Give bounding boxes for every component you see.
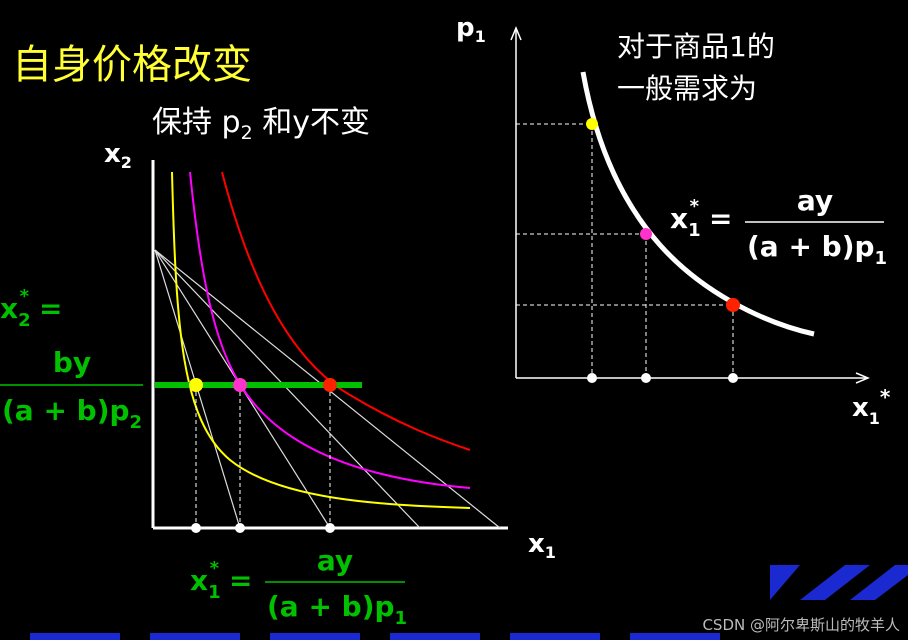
- label-base: x: [104, 139, 121, 169]
- f-den: (a + b)p: [747, 230, 875, 263]
- formula-numerator: ay: [797, 184, 833, 217]
- formula-denominator: (a + b)p1: [747, 230, 887, 269]
- f-eq: =: [709, 202, 732, 235]
- watermark: CSDN @阿尔卑斯山的牧羊人: [702, 616, 900, 634]
- f-sup: *: [210, 558, 220, 579]
- f-base: x: [190, 564, 208, 597]
- f-den-sub: 1: [395, 608, 408, 629]
- f-sub: 2: [18, 310, 31, 331]
- subtitle: 保持 p2 和y不变: [152, 105, 370, 144]
- formula-lhs: x1 * =: [190, 558, 252, 603]
- indifference-curve: [171, 171, 471, 509]
- arrow: [510, 26, 522, 41]
- formula-lhs: x2 * =: [0, 286, 62, 331]
- formula-denominator: (a + b)p1: [267, 590, 407, 629]
- f-base: x: [670, 202, 688, 235]
- f-den: (a + b)p: [2, 394, 130, 427]
- f-sup: *: [20, 286, 30, 307]
- label-base: x: [528, 529, 545, 559]
- title: 自身价格改变: [12, 42, 252, 88]
- subtitle-text: 和y不变: [253, 105, 370, 140]
- f-den-sub: 2: [130, 412, 143, 433]
- point: [323, 378, 337, 392]
- point: [726, 298, 740, 312]
- f-eq: =: [39, 292, 62, 325]
- label-sub: 1: [475, 27, 486, 46]
- formula-lhs: x1 * =: [670, 196, 732, 241]
- indifference-curve: [189, 171, 471, 489]
- point: [587, 373, 597, 383]
- subtitle-sub: 2: [241, 122, 253, 144]
- y-axis-label: x2: [104, 139, 132, 172]
- label-sup: *: [880, 385, 891, 409]
- point: [233, 378, 247, 392]
- label-base: x: [852, 393, 869, 423]
- point: [728, 373, 738, 383]
- x-axis-label: x1*: [852, 385, 891, 428]
- f-den-sub: 1: [875, 248, 888, 269]
- point: [235, 523, 245, 533]
- y-axis-label: p1: [456, 13, 486, 46]
- f-den: (a + b)p: [267, 590, 395, 623]
- label-sub: 2: [121, 153, 132, 172]
- budget-line: [154, 249, 421, 529]
- point: [191, 523, 201, 533]
- arrow: [855, 372, 870, 384]
- note: 一般需求为: [617, 72, 757, 105]
- formula-numerator: by: [53, 346, 91, 379]
- x-axis-label: x1: [528, 529, 556, 562]
- right-graph: p1 x1* 对于商品1的 一般需求为 x1* = ay (a + b)p1: [456, 13, 891, 428]
- f-eq: =: [229, 564, 252, 597]
- left-graph: x2 x1 x2* = by (a + b)p2 x1* = ay (a + b)p…: [0, 139, 556, 629]
- point: [189, 378, 203, 392]
- label-sub: 1: [869, 409, 880, 428]
- f-base: x: [0, 292, 18, 325]
- subtitle-text: 保持 p: [152, 105, 241, 140]
- f-sub: 1: [208, 582, 221, 603]
- label-base: p: [456, 13, 475, 43]
- formula-numerator: ay: [317, 544, 353, 577]
- demand-curve: [580, 71, 815, 337]
- note: 对于商品1的: [617, 30, 775, 63]
- point: [586, 118, 598, 130]
- point: [641, 373, 651, 383]
- point: [325, 523, 335, 533]
- point: [640, 228, 652, 240]
- f-sup: *: [690, 196, 700, 217]
- label-sub: 1: [545, 543, 556, 562]
- formula-denominator: (a + b)p2: [2, 394, 142, 433]
- f-sub: 1: [688, 220, 701, 241]
- decoration: [30, 565, 908, 640]
